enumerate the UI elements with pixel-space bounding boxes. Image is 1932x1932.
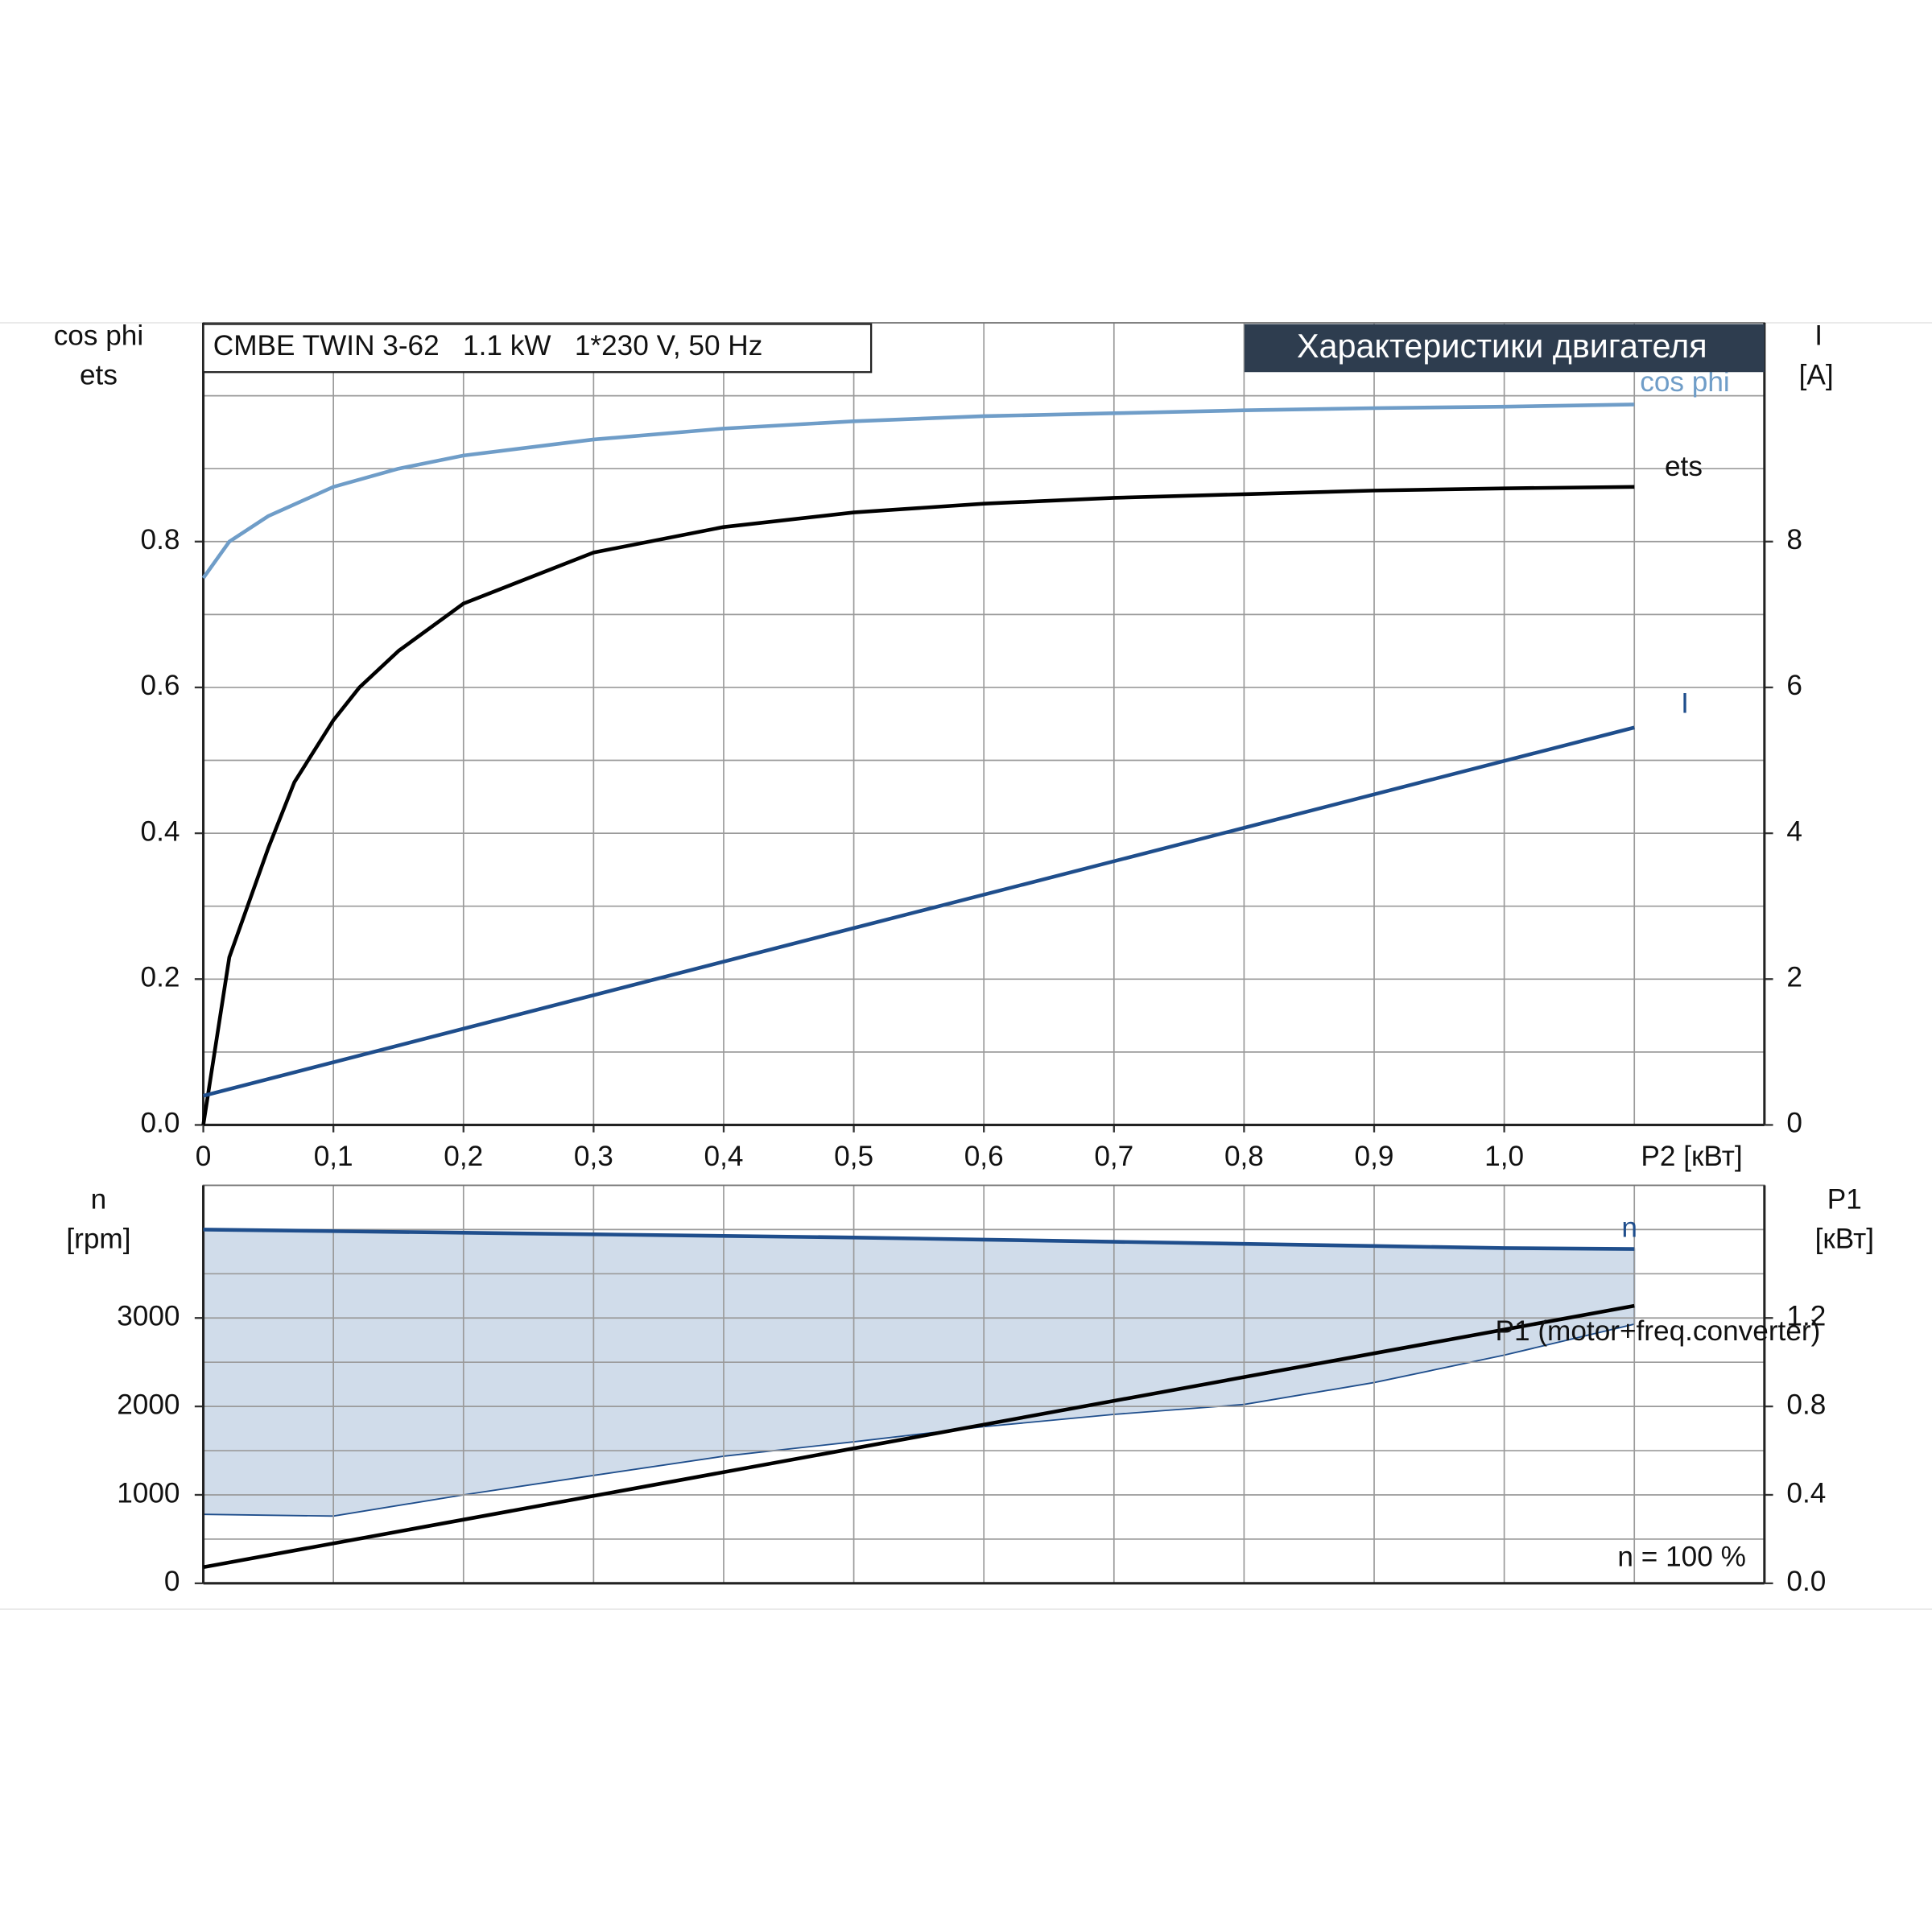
x-tick-label: 0 bbox=[196, 1141, 212, 1172]
x-tick-label: 0,4 bbox=[704, 1141, 744, 1172]
y-tick-label: 0 bbox=[164, 1566, 180, 1597]
y2-tick-label: 0.4 bbox=[1786, 1477, 1826, 1509]
y2-tick-label: 4 bbox=[1786, 815, 1802, 847]
x-axis-label: P2 [кВт] bbox=[1641, 1141, 1742, 1172]
y-tick-label: 0.4 bbox=[141, 815, 180, 847]
y2-tick-label: 0.8 bbox=[1786, 1389, 1826, 1420]
x-tick-label: 0,6 bbox=[964, 1141, 1004, 1172]
series-line bbox=[203, 1303, 1635, 1570]
series-label: n bbox=[1621, 1212, 1637, 1243]
y-tick-label: 1000 bbox=[117, 1477, 180, 1509]
y-axis-label: n bbox=[91, 1184, 107, 1216]
subtitle-box bbox=[1244, 324, 1765, 373]
y2-tick-label: 0.0 bbox=[1786, 1566, 1826, 1597]
y2-axis-label: [A] bbox=[1799, 360, 1834, 391]
y2-tick-label: 8 bbox=[1786, 524, 1802, 555]
x-tick-label: 1,0 bbox=[1484, 1141, 1524, 1172]
y-axis-label: [rpm] bbox=[66, 1224, 130, 1255]
y2-tick-label: 1.2 bbox=[1786, 1301, 1826, 1332]
range-area bbox=[202, 1228, 1636, 1517]
series-line bbox=[201, 485, 1635, 1125]
y-tick-label: 0.6 bbox=[141, 670, 180, 701]
series-label: I bbox=[1681, 688, 1689, 720]
x-tick-label: 0,9 bbox=[1355, 1141, 1394, 1172]
y2-axis-label: [кВт] bbox=[1815, 1224, 1874, 1255]
y-tick-label: 0.8 bbox=[141, 524, 180, 555]
x-tick-label: 0,3 bbox=[574, 1141, 613, 1172]
chart-subtitle: Характеристики двигателя bbox=[1297, 328, 1707, 365]
series-line bbox=[202, 725, 1635, 1098]
y-tick-label: 2000 bbox=[117, 1389, 180, 1420]
x-tick-label: 0,8 bbox=[1224, 1141, 1264, 1172]
annotation: n = 100 % bbox=[1617, 1542, 1745, 1573]
plots: 0 0,1 0,2 0,3 0,4 0,5 0,6 0,7 0,8 0,9 1,0 0.0 0.2 0.4… bbox=[117, 322, 1826, 1597]
series-label: P1 (motor+freq.converter) bbox=[1496, 1315, 1821, 1347]
y2-tick-label: 2 bbox=[1786, 962, 1802, 993]
series-label: ets bbox=[1665, 451, 1703, 482]
x-tick-label: 0,5 bbox=[834, 1141, 873, 1172]
y-axis-label: cos phi bbox=[54, 320, 144, 352]
x-tick-label: 0,7 bbox=[1094, 1141, 1133, 1172]
title-box bbox=[202, 323, 873, 374]
y-tick-label: 0.2 bbox=[141, 962, 180, 993]
series-line bbox=[203, 1228, 1635, 1251]
y2-tick-label: 0 bbox=[1786, 1108, 1802, 1139]
x-tick-label: 0,2 bbox=[444, 1141, 483, 1172]
series-line bbox=[201, 402, 1635, 580]
y-tick-label: 3000 bbox=[117, 1301, 180, 1332]
chart-title: CMBE TWIN 3-62 1.1 kW 1*230 V, 50 Hz bbox=[213, 330, 763, 361]
y2-tick-label: 6 bbox=[1786, 670, 1802, 701]
x-tick-label: 0,1 bbox=[314, 1141, 353, 1172]
y2-axis-label: P1 bbox=[1827, 1184, 1862, 1216]
y-tick-label: 0.0 bbox=[141, 1108, 180, 1139]
y2-axis-label: I bbox=[1814, 320, 1823, 352]
y-axis-label: ets bbox=[80, 360, 118, 391]
